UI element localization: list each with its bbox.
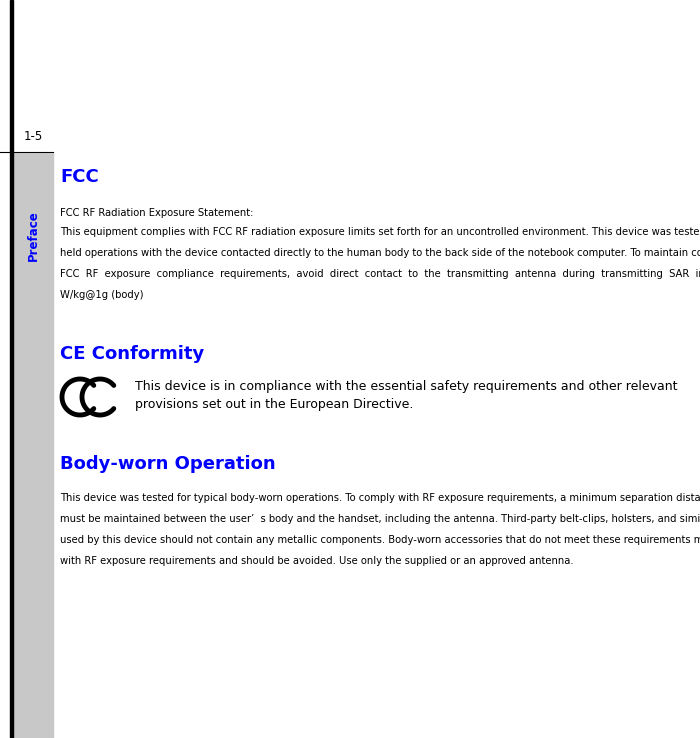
Text: Body-worn Operation: Body-worn Operation [60, 455, 276, 473]
Text: 1-5: 1-5 [23, 130, 43, 143]
Text: FCC  RF  exposure  compliance  requirements,  avoid  direct  contact  to  the  t: FCC RF exposure compliance requirements,… [60, 269, 700, 279]
Bar [13, 152, 53, 738]
Text: This equipment complies with FCC RF radiation exposure limits set forth for an u: This equipment complies with FCC RF radi… [60, 227, 700, 237]
Text: must be maintained between the user’  s body and the handset, including the ante: must be maintained between the user’ s b… [60, 514, 700, 524]
Text: with RF exposure requirements and should be avoided. Use only the supplied or an: with RF exposure requirements and should… [60, 556, 573, 566]
Bar [10, 0, 13, 738]
Bar [13, 0, 53, 152]
Text: FCC RF Radiation Exposure Statement:: FCC RF Radiation Exposure Statement: [60, 208, 253, 218]
Text: This device is in compliance with the essential safety requirements and other re: This device is in compliance with the es… [135, 380, 678, 393]
Text: provisions set out in the European Directive.: provisions set out in the European Direc… [135, 398, 414, 411]
Text: CE Conformity: CE Conformity [60, 345, 204, 363]
Text: This device was tested for typical body-worn operations. To comply with RF expos: This device was tested for typical body-… [60, 493, 700, 503]
Text: held operations with the device contacted directly to the human body to the back: held operations with the device contacte… [60, 248, 700, 258]
Text: FCC: FCC [60, 168, 99, 186]
Text: W/kg@1g (body): W/kg@1g (body) [60, 290, 144, 300]
Text: used by this device should not contain any metallic components. Body-worn access: used by this device should not contain a… [60, 535, 700, 545]
Text: Preface: Preface [27, 210, 39, 261]
